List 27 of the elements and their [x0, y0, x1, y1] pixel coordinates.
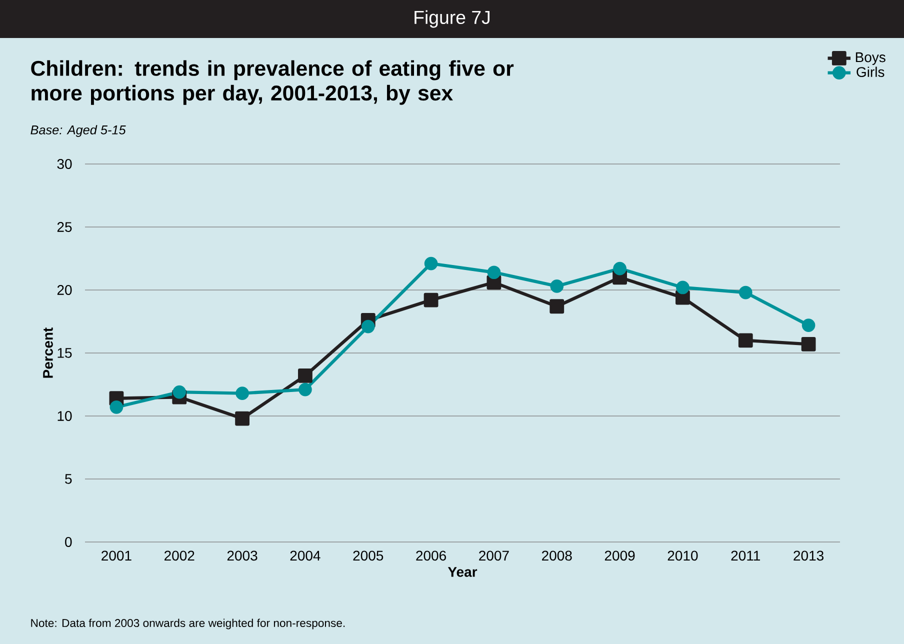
y-tick-label: 0	[65, 537, 72, 547]
x-tick-label: 2003	[227, 550, 258, 561]
x-tick-label: 2005	[353, 550, 384, 561]
x-axis-title: Year	[448, 567, 478, 577]
x-tick-label: 2004	[290, 550, 320, 561]
x-tick-label: 2006	[416, 550, 446, 561]
y-tick-label: 30	[57, 159, 72, 169]
x-tick-label: 2002	[164, 550, 194, 561]
y-axis-title: Percent	[43, 327, 53, 378]
chart-subtitle: Children: trends in prevalence of eating five or more portions per day, 2001-2013, by sex	[31, 60, 514, 105]
y-tick-label: 15	[58, 348, 72, 358]
chart-title: Figure 7J	[414, 10, 490, 28]
x-tick-label: 2013	[794, 550, 824, 561]
x-tick-label: 2010	[668, 550, 698, 561]
legend-label: Girls	[856, 66, 884, 78]
text: Note: Data from 2003 onwards are weighted for non-response.	[31, 618, 345, 630]
y-tick-label: 20	[57, 285, 72, 295]
x-tick-label: 2008	[542, 550, 572, 561]
y-tick-label: 25	[57, 222, 72, 232]
x-tick-label: 2011	[731, 550, 760, 561]
y-tick-label: 5	[65, 474, 72, 484]
y-tick-label: 10	[58, 411, 72, 421]
x-tick-label: 2009	[604, 550, 635, 561]
x-tick-label: 2001	[102, 550, 132, 561]
legend-label: Boys	[856, 52, 886, 65]
text: Base: Aged 5-15	[30, 125, 126, 137]
x-tick-label: 2007	[479, 550, 509, 561]
